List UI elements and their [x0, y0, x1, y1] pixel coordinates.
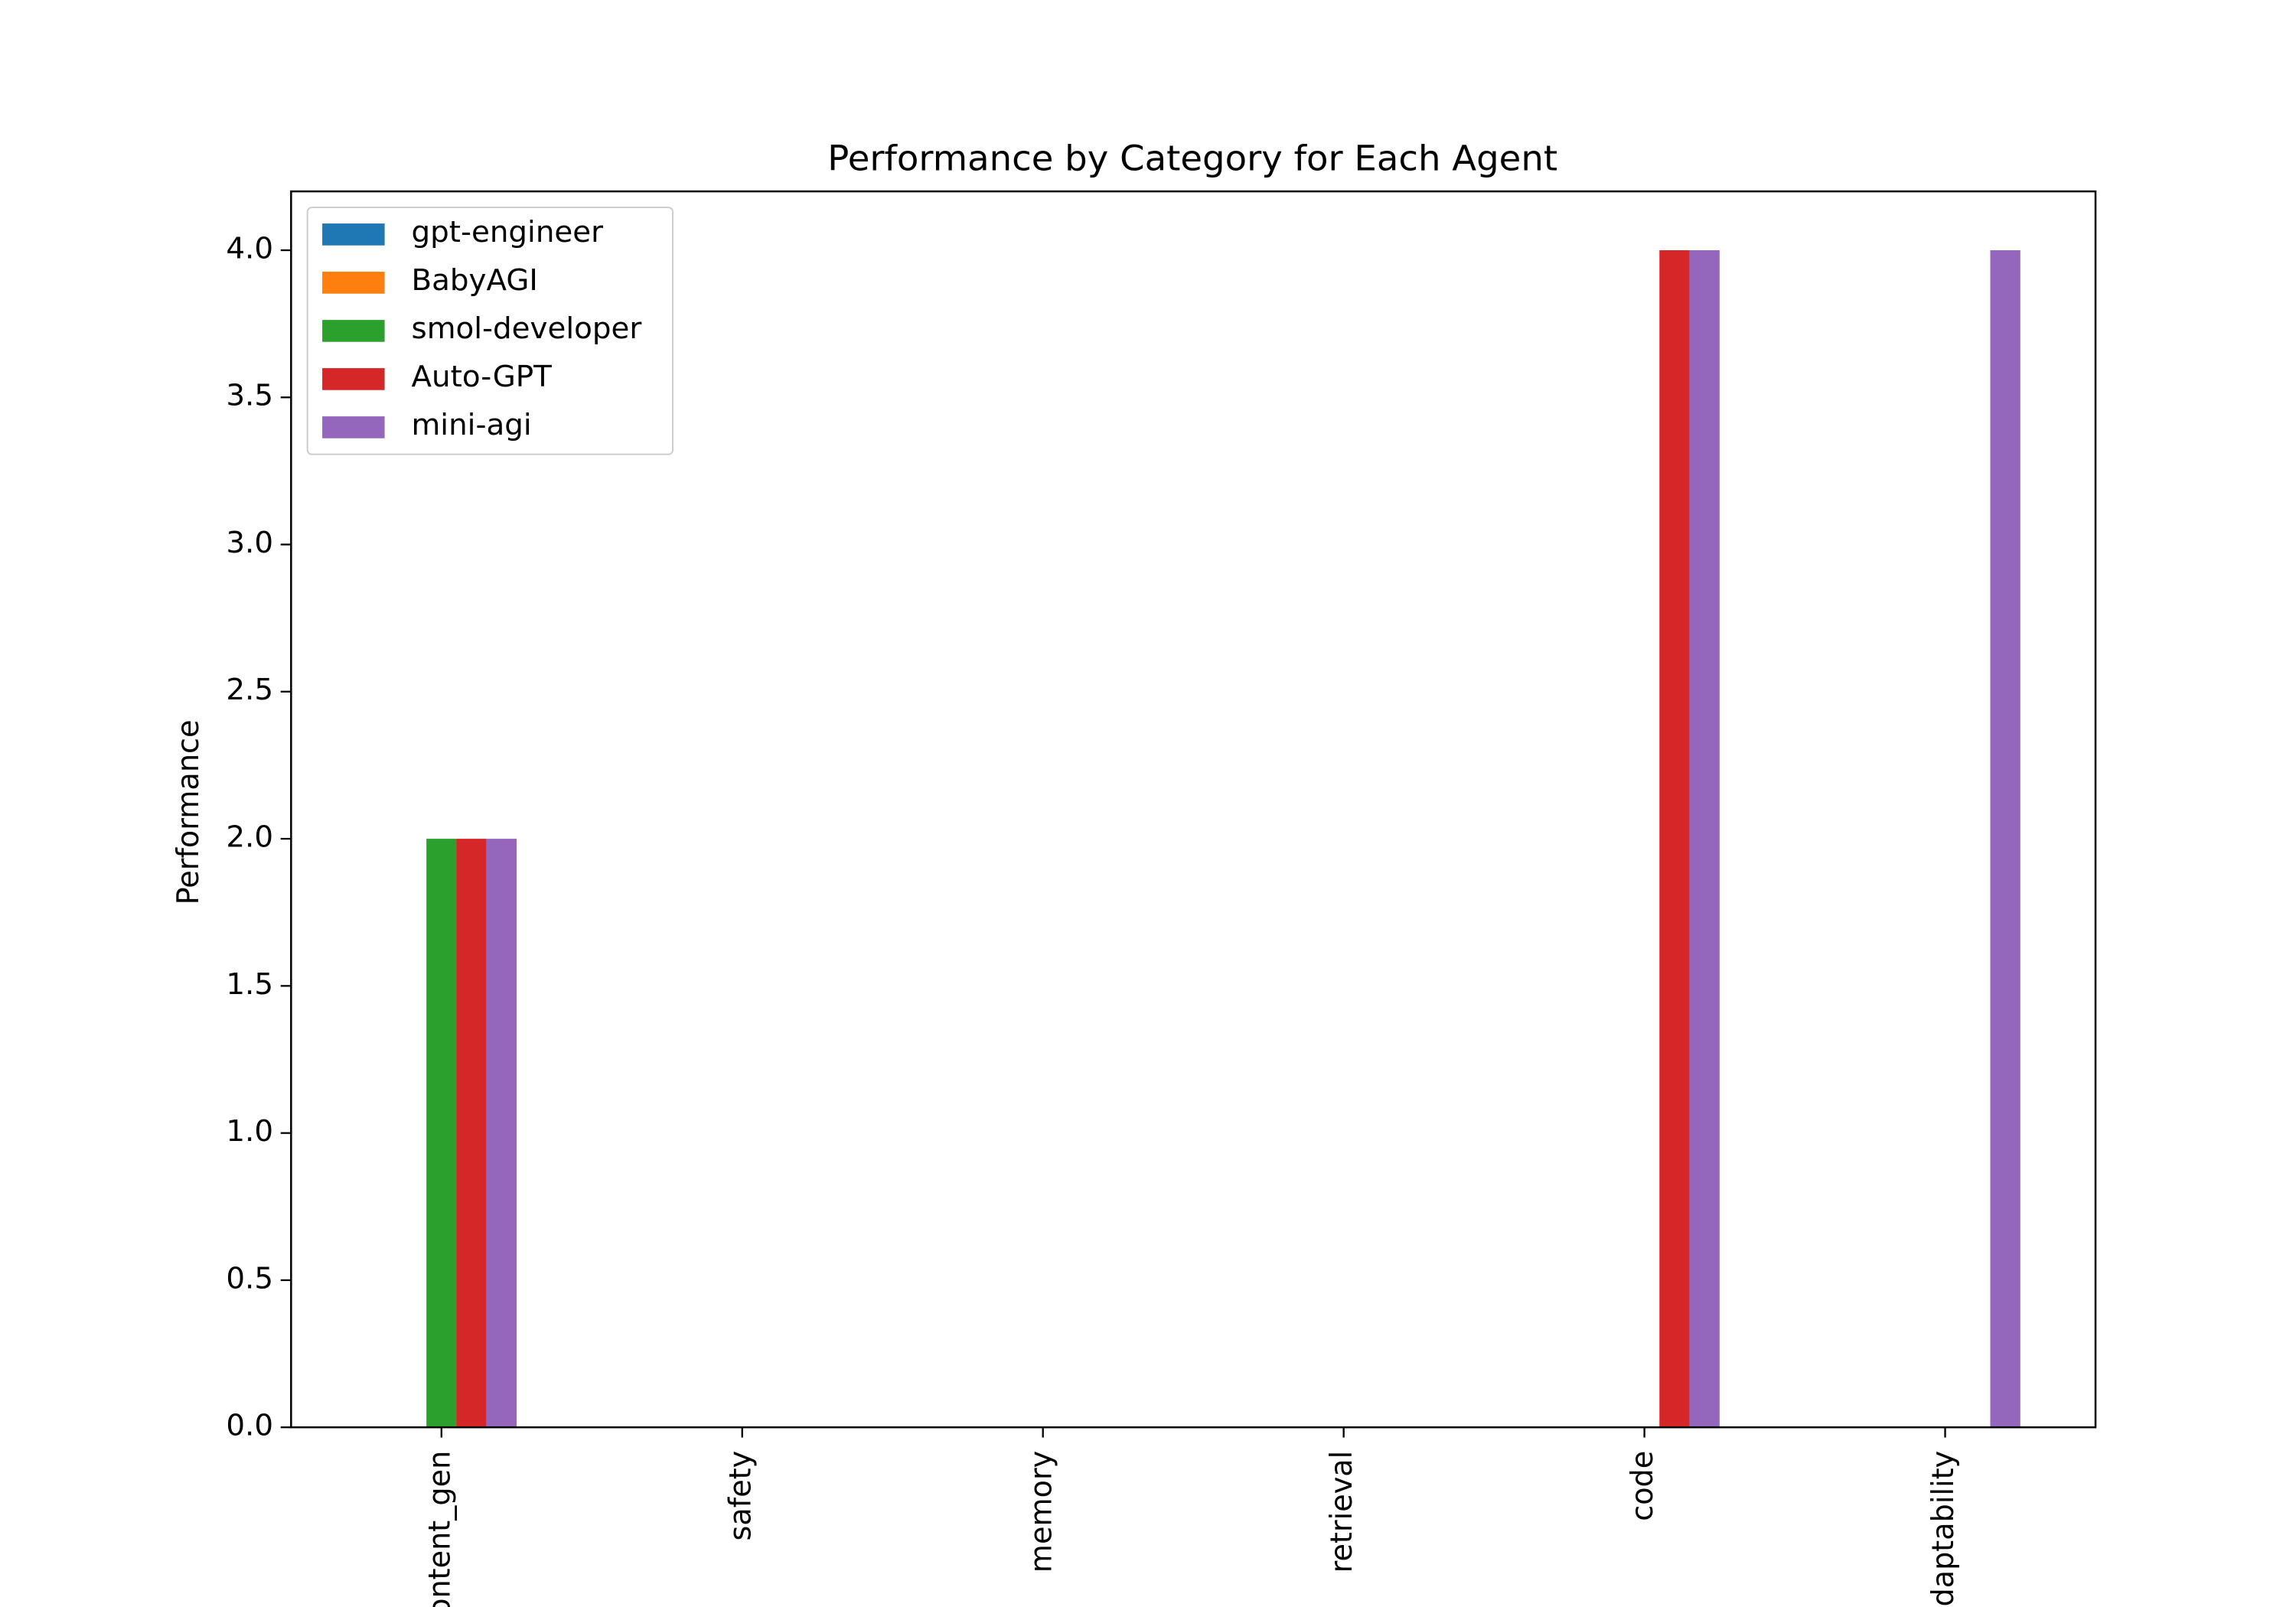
bar: [456, 839, 487, 1428]
legend-label: smol-developer: [412, 311, 642, 346]
y-axis-label: Performance: [171, 720, 206, 905]
legend-label: gpt-engineer: [412, 215, 604, 249]
y-tick-label: 1.0: [226, 1114, 273, 1149]
bar: [1689, 250, 1720, 1428]
bar: [486, 839, 517, 1428]
legend-label: BabyAGI: [412, 263, 538, 298]
y-tick-label: 4.0: [226, 232, 273, 266]
y-tick-label: 0.5: [226, 1262, 273, 1296]
x-tick-label: retrieval: [1325, 1451, 1359, 1573]
legend-swatch: [322, 320, 385, 342]
legend-swatch: [322, 368, 385, 390]
legend-label: mini-agi: [412, 408, 532, 442]
legend-swatch: [322, 223, 385, 246]
y-tick-label: 0.0: [226, 1409, 273, 1443]
plot-frame: [290, 190, 2097, 1429]
y-tick-label: 1.5: [226, 967, 273, 1002]
bar: [1659, 250, 1690, 1428]
y-tick-label: 3.0: [226, 526, 273, 560]
legend-box: [306, 207, 674, 455]
legend-label: Auto-GPT: [412, 360, 553, 394]
legend-swatch: [322, 416, 385, 438]
legend-swatch: [322, 272, 385, 294]
y-tick-label: 2.0: [226, 820, 273, 855]
chart-title: Performance by Category for Each Agent: [827, 138, 1557, 179]
x-tick-label: adaptability: [1926, 1451, 1961, 1607]
x-tick-label: code: [1626, 1451, 1660, 1521]
x-tick-label: content_gen: [422, 1451, 457, 1607]
y-tick-label: 3.5: [226, 379, 273, 413]
x-tick-label: memory: [1024, 1451, 1058, 1573]
bar: [426, 839, 457, 1428]
bar: [1990, 250, 2020, 1428]
x-tick-label: safety: [723, 1451, 758, 1541]
y-tick-label: 2.5: [226, 673, 273, 708]
